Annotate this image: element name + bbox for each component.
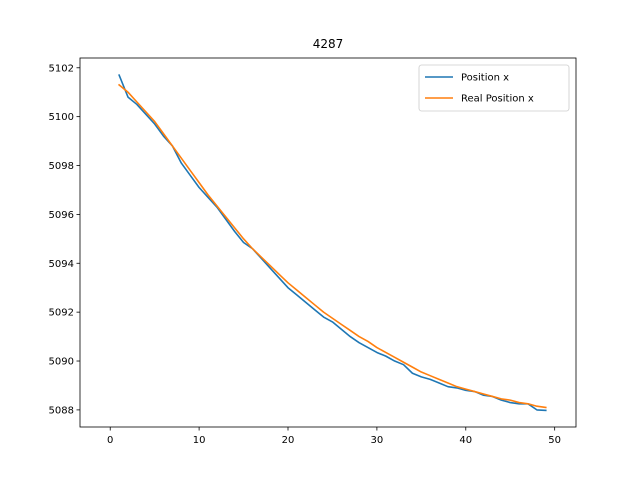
- legend-label-2: Real Position x: [461, 94, 534, 105]
- x-tick-label: 20: [282, 435, 295, 446]
- legend-box: [418, 64, 570, 112]
- y-tick-label: 5088: [49, 405, 74, 416]
- y-tick-label: 5092: [49, 308, 74, 319]
- x-tick-label: 50: [548, 435, 561, 446]
- x-tick-label: 10: [193, 435, 206, 446]
- series-line-2: [117, 83, 547, 409]
- y-tick-label: 5100: [49, 112, 74, 123]
- y-tick-label: 5096: [49, 210, 74, 221]
- legend: Position x Real Position x: [418, 64, 570, 112]
- legend-label-1: Position x: [461, 73, 509, 84]
- x-tick-label: 0: [107, 435, 113, 446]
- x-tick-label: 30: [371, 435, 384, 446]
- x-tick-label: 40: [459, 435, 472, 446]
- plot-frame: [79, 57, 577, 428]
- y-tick-label: 5090: [49, 357, 74, 368]
- y-tick-label: 5094: [49, 259, 74, 270]
- chart-title: 4287: [313, 37, 344, 51]
- y-tick-label: 5102: [49, 63, 74, 74]
- y-tick-label: 5098: [49, 161, 74, 172]
